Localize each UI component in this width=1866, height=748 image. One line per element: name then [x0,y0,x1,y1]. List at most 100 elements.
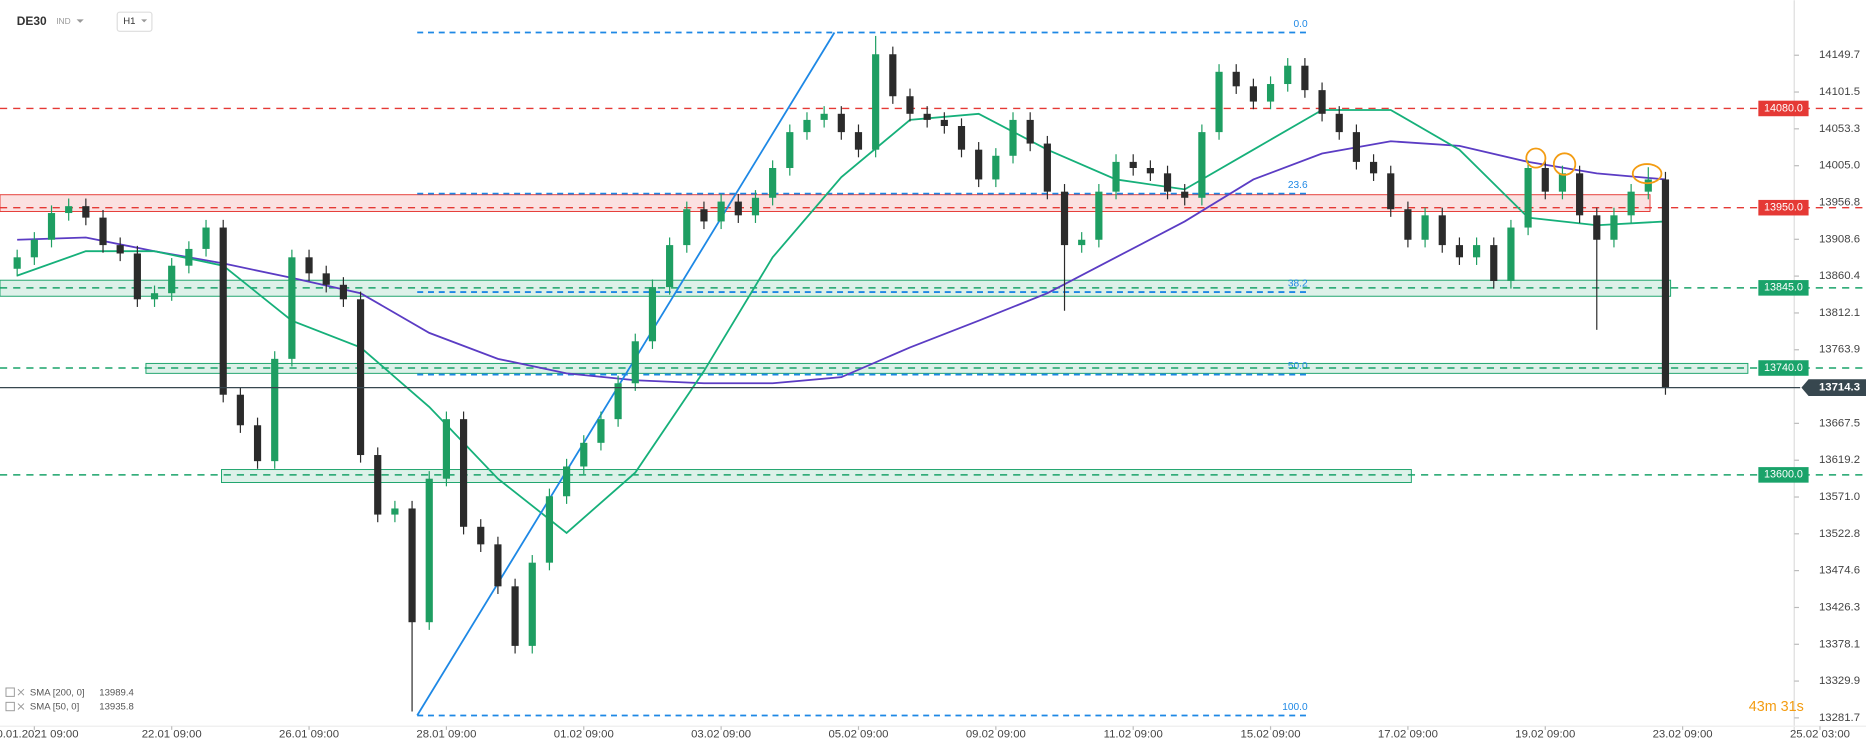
highlight-circle [1525,147,1547,169]
candle-body [1009,119,1017,156]
level-label: 13600.0 [1764,469,1803,481]
x-tick-label: 05.02 09:00 [828,729,888,741]
x-tick-label: 09.02 09:00 [966,729,1026,741]
candle-body [1644,179,1652,192]
candle-body [1661,179,1670,388]
candle-body [1232,71,1240,87]
candle-body [1129,161,1137,168]
candle-body [906,96,914,114]
candle-body [1627,191,1635,216]
legend-icon [5,687,15,697]
candle-body [992,155,1000,180]
y-tick-label: 13378.1 [1819,638,1860,650]
level-label: 13950.0 [1764,202,1803,214]
candle-body [322,273,330,285]
candle-body [648,287,657,342]
candle-body [1163,173,1172,192]
candle-body [1352,132,1360,162]
candle-body [168,265,176,294]
candle-body [1078,239,1086,246]
candle-body [872,54,880,150]
candle-body [339,284,347,300]
candle-body [769,167,777,198]
candle-body [786,132,794,168]
candle-body [150,293,159,300]
level-label: 13740.0 [1764,362,1803,374]
candle-body [1473,245,1481,258]
y-tick-label: 13667.5 [1819,417,1860,429]
candle-body [425,478,433,623]
candle-body [837,113,845,133]
candle-body [889,54,897,97]
candle-body [1507,227,1515,281]
candle-body [391,508,399,515]
candle-body [923,113,931,120]
candle-body [511,586,519,646]
y-tick-label: 14005.0 [1819,160,1860,172]
level-label: 14080.0 [1764,102,1803,114]
zone [221,469,1412,483]
candle-body [751,197,760,216]
candle-body [1369,161,1378,174]
y-tick-label: 13619.2 [1819,454,1860,466]
candle-body [528,562,536,646]
candle-body [236,394,244,426]
x-tick-label: 17.02 09:00 [1378,729,1438,741]
candle-body [30,239,38,258]
candle-body [1455,245,1464,258]
y-tick-label: 13474.6 [1819,565,1860,577]
candle-body [1576,173,1584,216]
candle-body [1146,167,1154,174]
candle-body [1284,65,1292,85]
candle-body [545,496,554,563]
candle-body [1541,167,1549,192]
candle-body [133,253,141,300]
last-price-tag [1801,379,1866,396]
dropdown-arrow[interactable] [76,19,84,23]
legend-name: SMA [50, 0] [30,702,79,713]
highlight-circle [1631,163,1663,185]
legend-name: SMA [200, 0] [30,687,85,698]
candle-body [614,383,622,420]
fib-label: 38.2 [1288,278,1308,289]
level-label: 13845.0 [1764,282,1803,294]
candle-body [374,455,382,515]
candle-body [1181,191,1189,198]
x-tick-label: 25.02 03:00 [1790,729,1850,741]
y-tick-label: 13281.7 [1819,712,1860,724]
x-tick-label: 01.02 09:00 [554,729,614,741]
highlights [1525,147,1663,185]
candle-body [940,119,948,127]
fib-label: 50.0 [1288,361,1308,372]
candle-body [442,419,450,479]
y-tick-label: 13522.8 [1819,528,1860,540]
candle-body [99,217,107,246]
y-tick-label: 13812.1 [1819,307,1860,319]
candle-body [700,209,708,222]
candle-body [477,526,485,545]
candle-body [1404,209,1412,240]
candle-body [734,201,742,216]
y-tick-label: 13571.0 [1819,491,1860,503]
countdown: 43m 31s [1749,699,1804,715]
header: DE30 IND H1 [17,11,153,32]
legend-close [17,688,25,696]
candle-body [116,245,124,254]
candle-body [1198,132,1206,198]
candle-body [1524,167,1532,228]
level-tag [1758,100,1809,117]
level-tag [1758,199,1809,216]
candle-body [597,419,605,443]
fib-label: 23.6 [1288,180,1308,191]
y-tick-label: 13860.4 [1819,270,1860,282]
interval[interactable]: H1 [123,16,135,27]
candle-body [1060,191,1069,246]
candle-body [1335,113,1343,133]
interval-box[interactable] [116,11,153,32]
candle-body [1490,245,1498,281]
last-price-label: 13714.3 [1819,382,1860,394]
candle-body [1438,215,1446,246]
y-tick-label: 13908.6 [1819,233,1860,245]
